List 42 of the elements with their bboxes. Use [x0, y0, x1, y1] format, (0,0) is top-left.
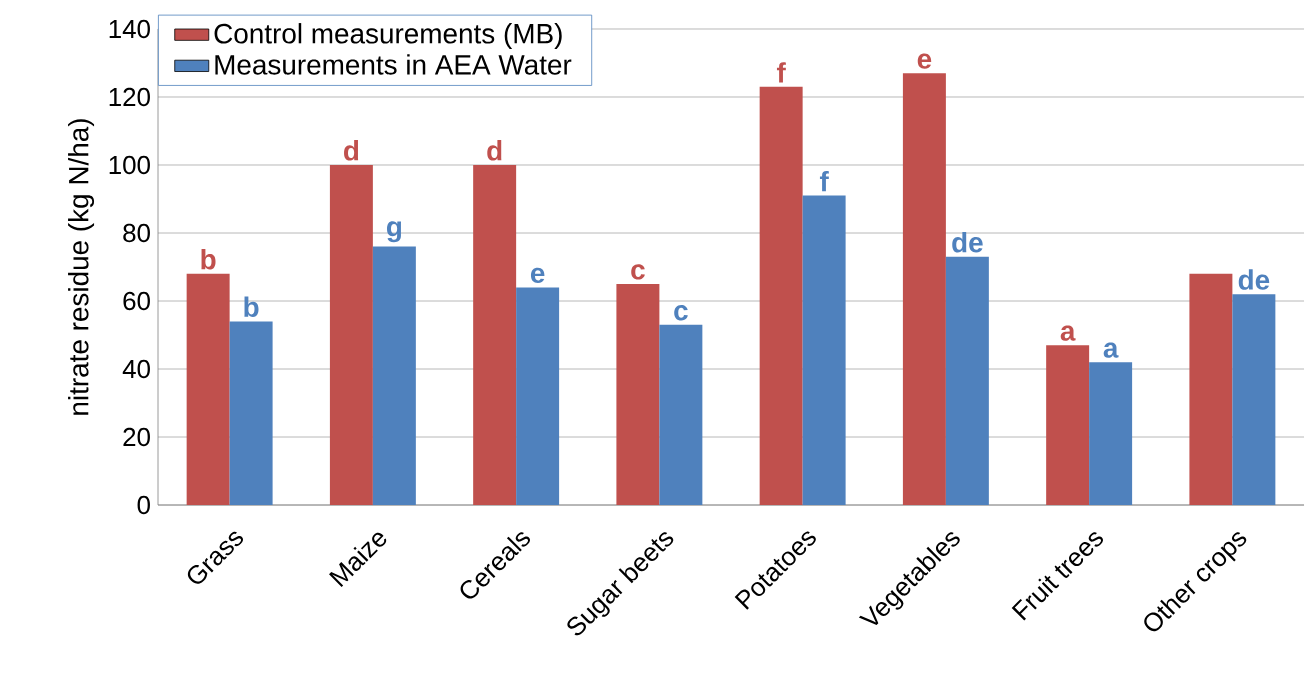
- bar: [1046, 345, 1090, 505]
- data-label: d: [344, 140, 359, 161]
- data-label: b: [201, 248, 216, 270]
- legend-label: Control measurements (MB): [214, 23, 562, 50]
- legend-label: Measurements in AEA Water: [215, 54, 572, 75]
- bar: [372, 246, 416, 505]
- data-label: b: [244, 296, 259, 318]
- y-tick-label: 140: [109, 19, 150, 39]
- bar: [1189, 273, 1233, 505]
- bar: [229, 321, 273, 505]
- data-label: g: [387, 221, 402, 243]
- bar: [186, 273, 230, 505]
- bar: [659, 324, 703, 505]
- bar: [329, 164, 373, 505]
- bar: [473, 164, 517, 505]
- y-tick-label: 120: [109, 87, 150, 107]
- y-tick-label: 0: [137, 495, 150, 515]
- data-label: a: [1103, 342, 1119, 358]
- bar: [616, 284, 660, 505]
- data-label: c: [631, 264, 645, 280]
- y-tick-label: 20: [123, 427, 150, 447]
- data-label: f: [776, 62, 786, 83]
- data-label: f: [819, 170, 829, 192]
- bar: [902, 73, 946, 505]
- y-axis-title: nitrate residue (kg N/ha): [68, 119, 95, 415]
- bar: [1089, 362, 1133, 505]
- bar: [516, 287, 560, 505]
- bar: [1232, 294, 1276, 505]
- bar: [802, 195, 846, 505]
- y-tick-label: 40: [122, 359, 150, 379]
- bar: [759, 86, 803, 505]
- data-label: d: [487, 140, 502, 161]
- data-label: e: [530, 267, 545, 284]
- data-label: a: [1060, 325, 1076, 341]
- data-label: de: [1238, 269, 1270, 290]
- data-label: de: [952, 231, 983, 253]
- bar: [945, 256, 989, 505]
- y-tick-label: 100: [109, 155, 150, 175]
- y-tick-label: 60: [123, 291, 150, 311]
- data-label: e: [917, 53, 932, 69]
- data-label: c: [674, 305, 688, 321]
- y-tick-label: 80: [123, 223, 150, 243]
